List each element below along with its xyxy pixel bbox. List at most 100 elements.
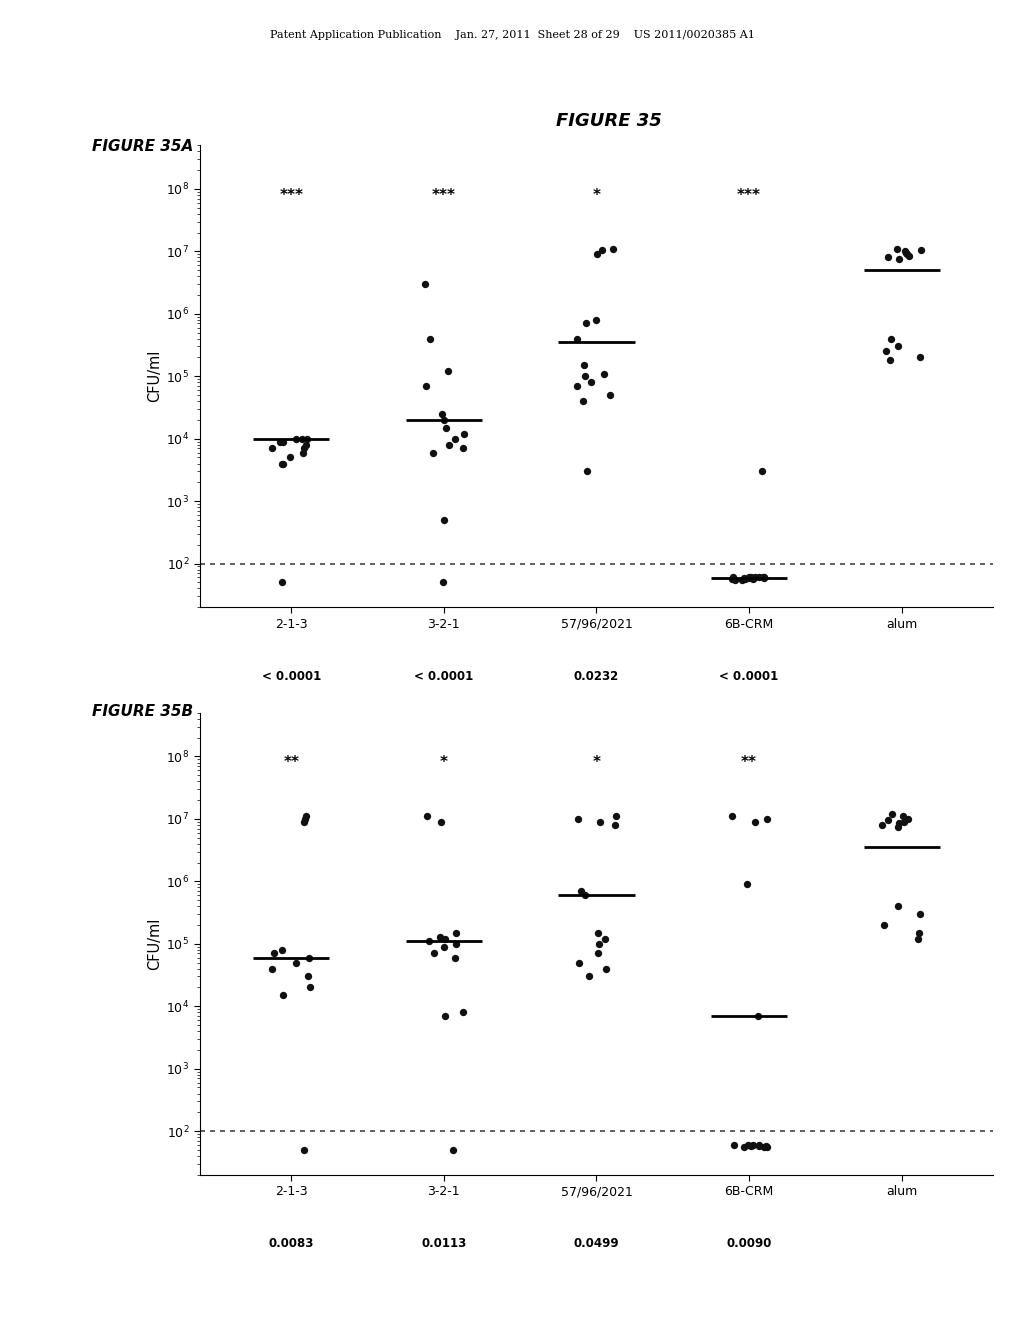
Point bbox=[724, 805, 740, 826]
Point bbox=[440, 360, 457, 381]
Point bbox=[909, 928, 926, 949]
Point bbox=[569, 329, 586, 350]
Point bbox=[725, 566, 741, 587]
Point bbox=[272, 430, 289, 451]
Point bbox=[590, 923, 606, 944]
Point bbox=[446, 946, 463, 968]
Text: 0.0090: 0.0090 bbox=[726, 1237, 772, 1250]
Point bbox=[912, 903, 929, 924]
Point bbox=[912, 347, 929, 368]
Point bbox=[456, 424, 472, 445]
Point bbox=[897, 240, 913, 261]
Point bbox=[288, 428, 304, 449]
Point bbox=[878, 341, 894, 362]
Point bbox=[579, 313, 595, 334]
Point bbox=[578, 884, 594, 906]
Point bbox=[449, 923, 465, 944]
Point bbox=[274, 453, 291, 474]
Point bbox=[605, 238, 622, 259]
Text: FIGURE 35A: FIGURE 35A bbox=[92, 139, 194, 153]
Point bbox=[570, 952, 587, 973]
Text: < 0.0001: < 0.0001 bbox=[415, 669, 473, 682]
Point bbox=[421, 931, 437, 952]
Point bbox=[295, 812, 311, 833]
Text: 0.0499: 0.0499 bbox=[573, 1237, 620, 1250]
Point bbox=[263, 958, 280, 979]
Point bbox=[574, 391, 591, 412]
Point bbox=[266, 942, 283, 964]
Point bbox=[596, 363, 612, 384]
Text: FIGURE 35B: FIGURE 35B bbox=[92, 704, 194, 718]
Point bbox=[751, 1135, 767, 1156]
Point bbox=[759, 1137, 775, 1158]
Point bbox=[455, 1002, 471, 1023]
Point bbox=[751, 1006, 767, 1027]
Point bbox=[748, 812, 764, 833]
Point bbox=[740, 1134, 757, 1155]
Point bbox=[898, 242, 914, 263]
Point bbox=[607, 814, 624, 836]
Text: < 0.0001: < 0.0001 bbox=[720, 669, 778, 682]
Text: Patent Application Publication    Jan. 27, 2011  Sheet 28 of 29    US 2011/00203: Patent Application Publication Jan. 27, … bbox=[269, 30, 755, 41]
Point bbox=[573, 880, 590, 902]
Point bbox=[301, 946, 317, 968]
Text: *: * bbox=[593, 187, 600, 203]
Text: ***: *** bbox=[280, 187, 303, 203]
Point bbox=[296, 438, 312, 459]
Point bbox=[900, 246, 916, 267]
Point bbox=[735, 568, 752, 589]
Text: 0.0232: 0.0232 bbox=[573, 669, 620, 682]
Point bbox=[435, 936, 452, 957]
Point bbox=[417, 273, 433, 294]
Point bbox=[608, 805, 625, 826]
Point bbox=[445, 1139, 462, 1160]
Point bbox=[759, 808, 775, 829]
Point bbox=[436, 409, 453, 430]
Point bbox=[734, 569, 751, 590]
Point bbox=[756, 1137, 772, 1158]
Point bbox=[455, 438, 471, 459]
Point bbox=[727, 569, 743, 590]
Point bbox=[895, 805, 911, 826]
Point bbox=[601, 384, 617, 405]
Y-axis label: CFU/ml: CFU/ml bbox=[147, 350, 162, 403]
Point bbox=[880, 247, 896, 268]
Text: **: ** bbox=[741, 755, 757, 771]
Point bbox=[274, 985, 291, 1006]
Point bbox=[296, 1139, 312, 1160]
Point bbox=[569, 808, 586, 829]
Point bbox=[883, 350, 899, 371]
Point bbox=[900, 808, 916, 829]
Point bbox=[437, 1006, 454, 1027]
Point bbox=[756, 568, 772, 589]
Point bbox=[588, 309, 604, 330]
Point bbox=[433, 812, 450, 833]
Point bbox=[890, 335, 906, 356]
Point bbox=[873, 814, 890, 836]
Point bbox=[899, 244, 915, 265]
Point bbox=[577, 355, 593, 376]
Point bbox=[741, 568, 758, 589]
Point bbox=[723, 568, 739, 589]
Point bbox=[436, 928, 453, 949]
Point bbox=[592, 812, 608, 833]
Point bbox=[594, 239, 610, 260]
Text: ***: *** bbox=[432, 187, 456, 203]
Point bbox=[438, 417, 455, 438]
Point bbox=[743, 1135, 760, 1156]
Point bbox=[273, 940, 290, 961]
Point bbox=[754, 461, 770, 482]
Point bbox=[294, 428, 310, 449]
Point bbox=[891, 248, 907, 269]
Text: 0.0083: 0.0083 bbox=[268, 1237, 314, 1250]
Point bbox=[755, 566, 771, 587]
Text: *: * bbox=[440, 755, 447, 771]
Text: **: ** bbox=[284, 755, 299, 771]
Point bbox=[741, 566, 758, 587]
Point bbox=[577, 366, 593, 387]
Point bbox=[295, 442, 311, 463]
Point bbox=[299, 428, 315, 449]
Point bbox=[896, 812, 912, 833]
Point bbox=[744, 568, 761, 589]
Point bbox=[739, 874, 756, 895]
